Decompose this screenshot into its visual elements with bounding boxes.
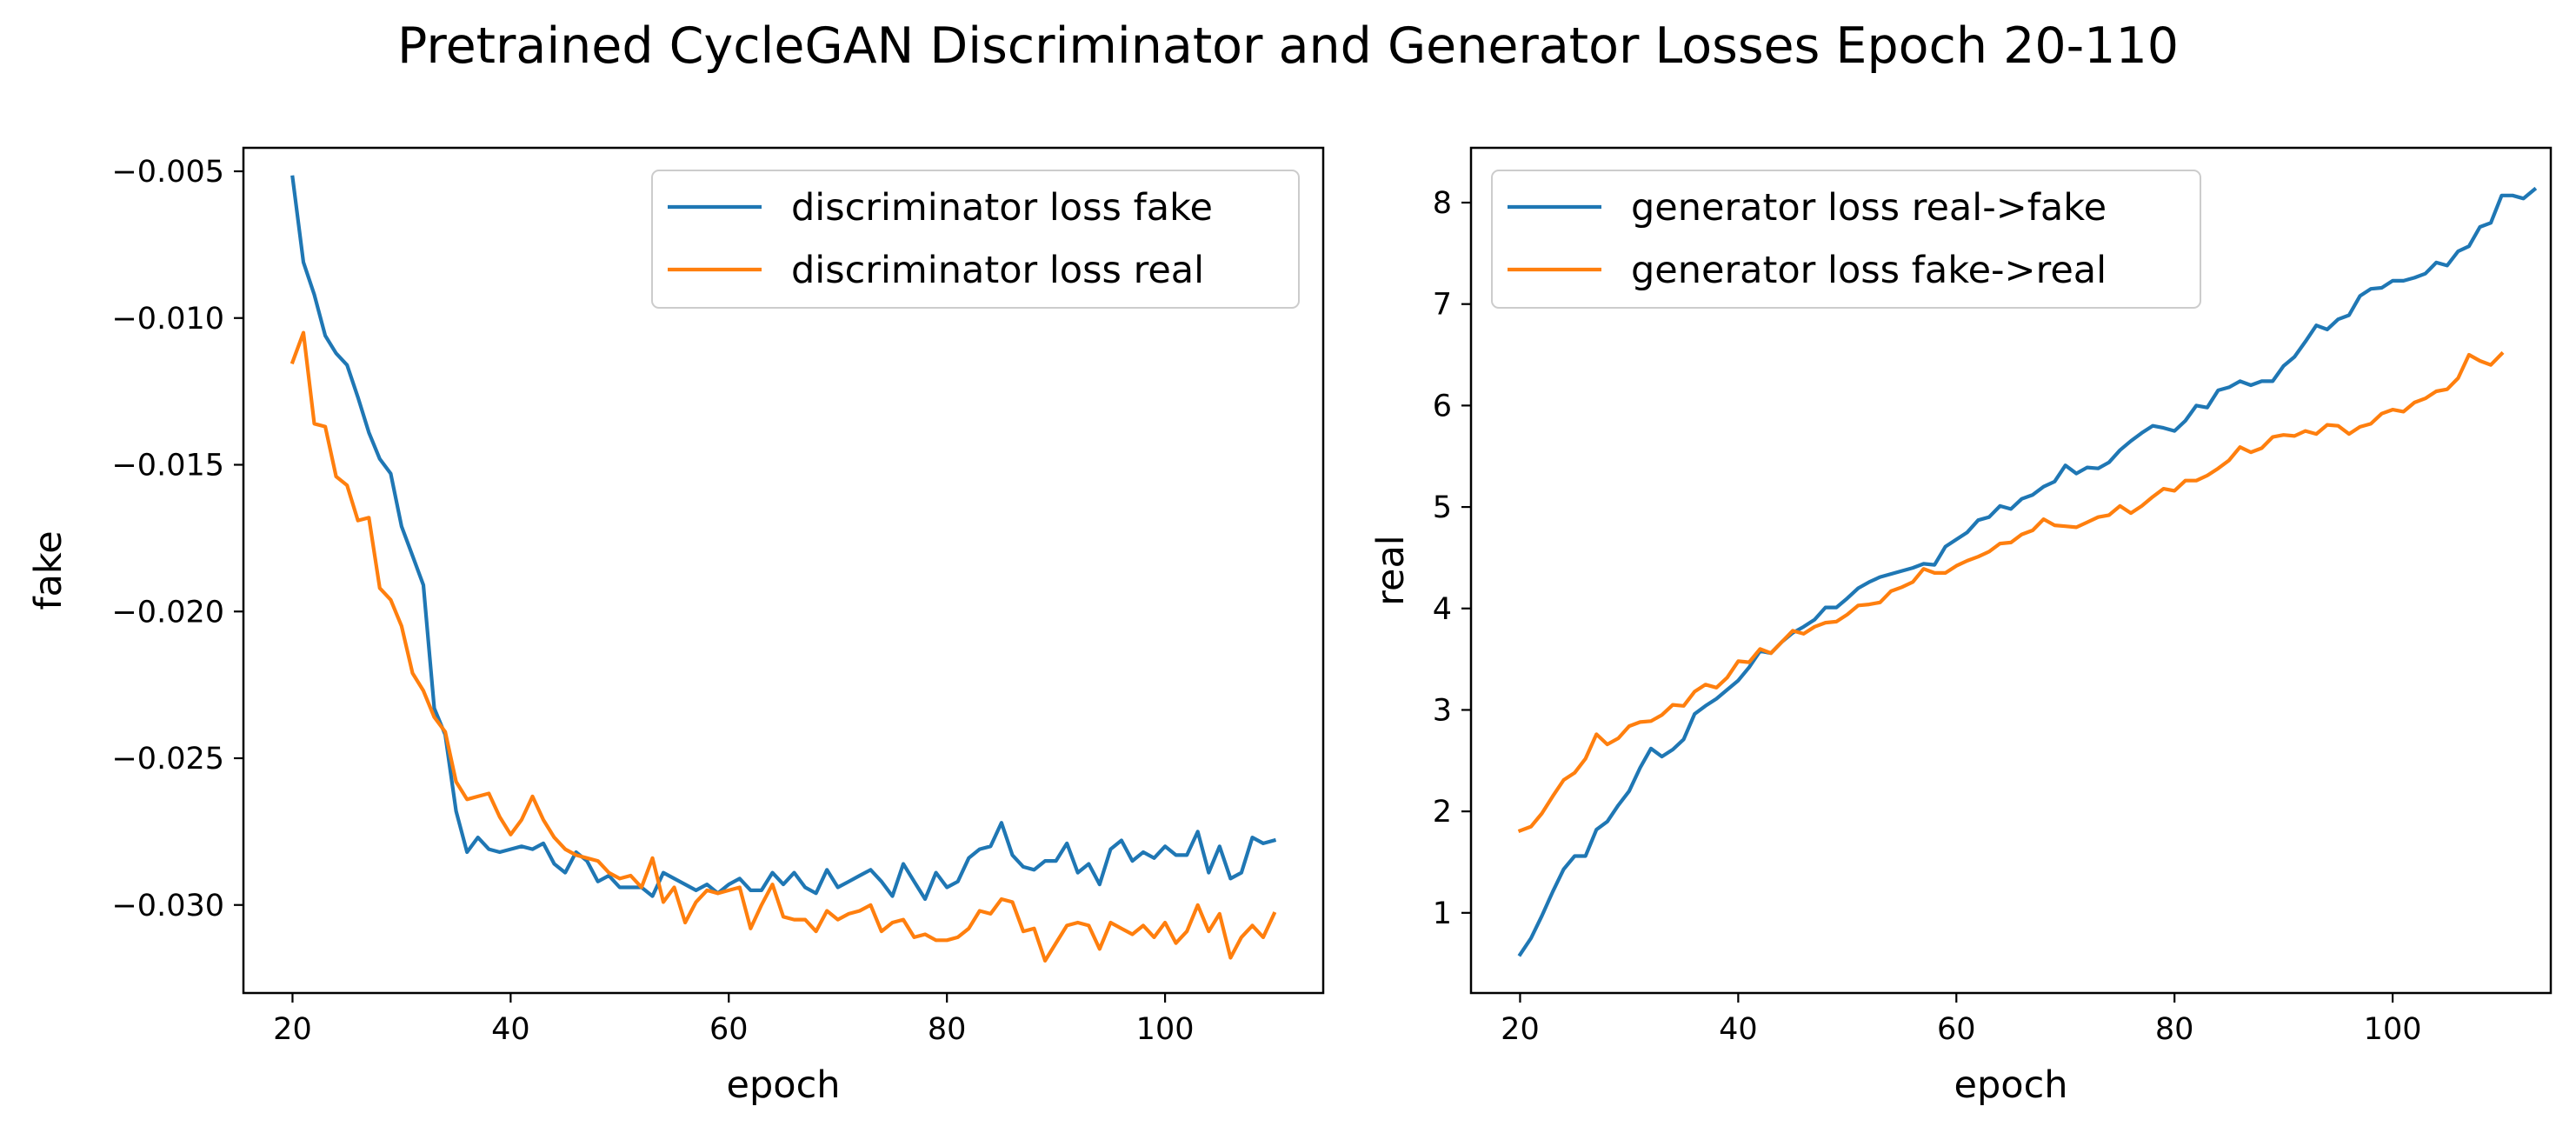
series-line-2 [1517, 350, 2505, 834]
y-tick-label: −0.015 [111, 449, 224, 483]
series-line-1 [1517, 186, 2538, 957]
legend-label-2: generator loss fake->real [1631, 249, 2107, 292]
y-tick-label: 7 [1433, 288, 1452, 323]
legend-box [1491, 170, 2201, 309]
y-tick-label: 5 [1433, 490, 1452, 525]
x-tick-label: 100 [2364, 1012, 2422, 1047]
axes-frame [242, 146, 1325, 995]
legend-label-1: generator loss real->fake [1631, 186, 2107, 230]
y-tick-label: −0.025 [111, 742, 224, 776]
y-tick-label: 1 [1433, 896, 1452, 931]
y-tick-label: −0.020 [111, 595, 224, 630]
legend-label-2: discriminator loss real [791, 249, 1204, 292]
x-tick-label: 60 [709, 1012, 749, 1047]
x-axis-label: epoch [1954, 1063, 2068, 1107]
x-tick-label: 40 [491, 1012, 530, 1047]
y-tick-label: −0.010 [111, 302, 224, 337]
legend: discriminator loss fake discriminator los… [651, 170, 1300, 309]
x-tick-label: 60 [1937, 1012, 1976, 1047]
left-chart-discriminator: 20 40 60 80 100 −0.005 −0.010 −0.015 −0.020 −0.02… [27, 146, 1325, 1107]
y-tick-label: 3 [1433, 693, 1452, 728]
series-line-1 [290, 175, 1277, 902]
y-tick-label: 4 [1433, 592, 1452, 627]
x-tick-label: 40 [1719, 1012, 1758, 1047]
x-tick-label: 20 [1501, 1012, 1540, 1047]
x-axis-label: epoch [727, 1063, 841, 1107]
y-tick-label: 2 [1433, 795, 1452, 830]
legend-label-1: discriminator loss fake [791, 186, 1213, 230]
x-tick-label: 100 [1136, 1012, 1195, 1047]
y-tick-label: −0.005 [111, 155, 224, 190]
y-axis-label: real [1369, 535, 1413, 606]
y-tick-label: 8 [1433, 186, 1452, 221]
x-tick-label: 80 [928, 1012, 967, 1047]
right-chart-generator: 20 40 60 80 100 1 2 3 4 5 6 7 8 epoch real generator lo… [1369, 146, 2553, 1107]
series-line-2 [290, 330, 1277, 963]
figure-title: Pretrained CycleGAN Discriminator and Ge… [397, 17, 2179, 75]
x-tick-label: 20 [273, 1012, 312, 1047]
y-tick-label: −0.030 [111, 889, 224, 923]
axes-frame [1469, 146, 2553, 995]
y-axis-label: fake [27, 530, 70, 610]
legend: generator loss real->fake generator loss … [1491, 170, 2201, 309]
x-tick-label: 80 [2155, 1012, 2194, 1047]
legend-box [651, 170, 1300, 309]
y-tick-label: 6 [1433, 389, 1452, 423]
